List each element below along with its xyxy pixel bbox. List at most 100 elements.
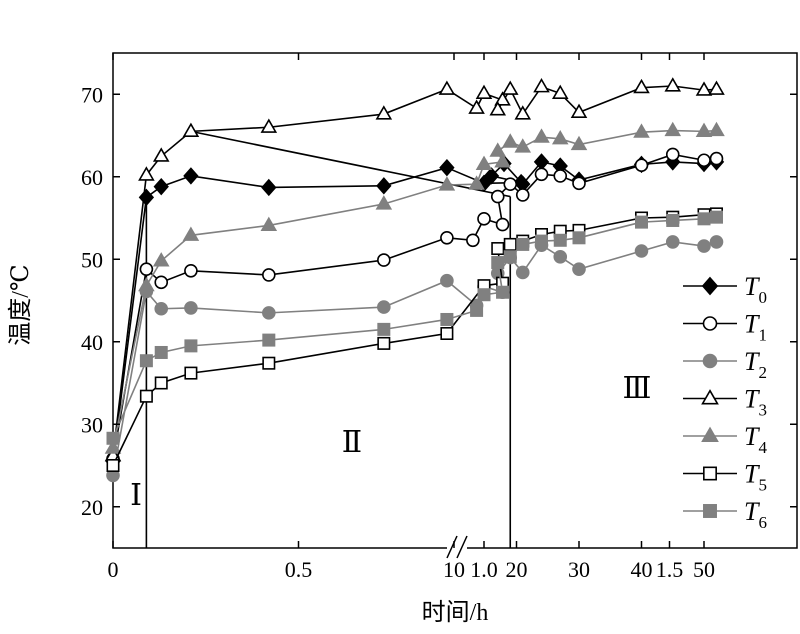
data-point (708, 121, 725, 137)
axis-ticks: 20 30 40 50 60 70 0 0.5 1.0 1.5 10 20 30 40 50 (81, 53, 797, 582)
series-line (112, 216, 717, 439)
data-point (503, 177, 518, 191)
x-tick-label: 0 (108, 557, 119, 582)
legend-entry: T6 (683, 497, 767, 532)
data-point (489, 142, 507, 157)
data-point (634, 215, 648, 229)
data-point (104, 439, 122, 454)
data-point (182, 226, 200, 241)
data-point (182, 122, 200, 137)
data-point (139, 354, 153, 368)
data-point (377, 322, 391, 336)
data-point (260, 216, 278, 232)
annotation-lines (145, 130, 512, 548)
data-point (261, 178, 277, 197)
data-point (489, 101, 507, 116)
data-point (533, 128, 550, 143)
series-T1 (106, 147, 724, 466)
series-line (112, 213, 717, 466)
data-point (534, 167, 549, 182)
data-point (183, 167, 199, 185)
data-point (633, 123, 650, 138)
data-point (666, 213, 680, 227)
series-line (112, 153, 717, 460)
data-point (377, 336, 391, 350)
data-point (695, 122, 713, 137)
data-point (466, 233, 480, 248)
x-tick-label: 40 (631, 557, 653, 582)
legend-entry: T2 (683, 347, 767, 382)
x-tick-label: 10 (443, 557, 465, 582)
data-point (152, 252, 170, 267)
data-point (262, 306, 276, 320)
data-point (709, 210, 723, 224)
legend-label: T3 (744, 385, 767, 420)
y-axis-title: 温度/℃ (7, 264, 34, 346)
data-point (477, 212, 491, 226)
data-point (375, 195, 393, 210)
axis-break-gap (447, 538, 467, 558)
legend-marker (701, 389, 719, 405)
data-point (375, 105, 393, 120)
data-point (503, 237, 517, 251)
legend-marker (701, 426, 719, 443)
x-tick-label: 50 (693, 557, 715, 582)
data-point (154, 376, 168, 390)
region-labels: Ⅰ Ⅱ Ⅲ (130, 372, 651, 512)
data-point (262, 268, 276, 282)
data-point (709, 151, 724, 166)
data-point (634, 158, 649, 172)
data-point (491, 256, 505, 270)
y-tick-label: 60 (81, 165, 103, 190)
data-point (154, 275, 169, 290)
data-point (514, 105, 532, 120)
data-point (553, 169, 568, 183)
data-point (438, 176, 456, 191)
data-point (570, 103, 588, 118)
data-point (697, 239, 711, 253)
data-point (184, 339, 198, 353)
data-point (440, 231, 454, 245)
data-point (262, 333, 276, 347)
data-point (468, 175, 485, 190)
data-point (534, 234, 548, 248)
data-point (106, 431, 120, 445)
data-point (475, 84, 493, 100)
data-point (154, 345, 168, 359)
data-point (697, 212, 711, 226)
data-point (503, 250, 517, 264)
data-point (709, 235, 724, 249)
data-point (477, 288, 491, 302)
data-point (153, 177, 169, 196)
data-point (708, 80, 725, 95)
data-point (553, 233, 567, 247)
data-point (514, 138, 532, 153)
axis-break-slash (446, 535, 458, 559)
data-point (633, 78, 650, 94)
data-point (664, 121, 682, 137)
data-point (154, 301, 169, 316)
data-point (515, 188, 530, 202)
data-point (483, 167, 500, 185)
data-point (139, 262, 154, 276)
data-point (470, 303, 484, 317)
y-tick-label: 30 (81, 412, 103, 437)
legend-entry: T3 (683, 385, 767, 420)
series-T2 (106, 235, 724, 483)
legend-entry: T1 (683, 310, 767, 345)
data-point (572, 262, 586, 276)
data-point (139, 389, 153, 403)
x-tick-label: 20 (506, 557, 528, 582)
data-point (440, 326, 454, 340)
data-point (495, 217, 510, 232)
data-point (516, 237, 530, 251)
data-point (262, 356, 276, 370)
data-point (138, 188, 155, 207)
region-label: Ⅱ (342, 426, 362, 459)
data-point (634, 244, 649, 258)
series-T5 (106, 207, 723, 472)
data-point (515, 265, 530, 280)
data-series (104, 77, 725, 483)
